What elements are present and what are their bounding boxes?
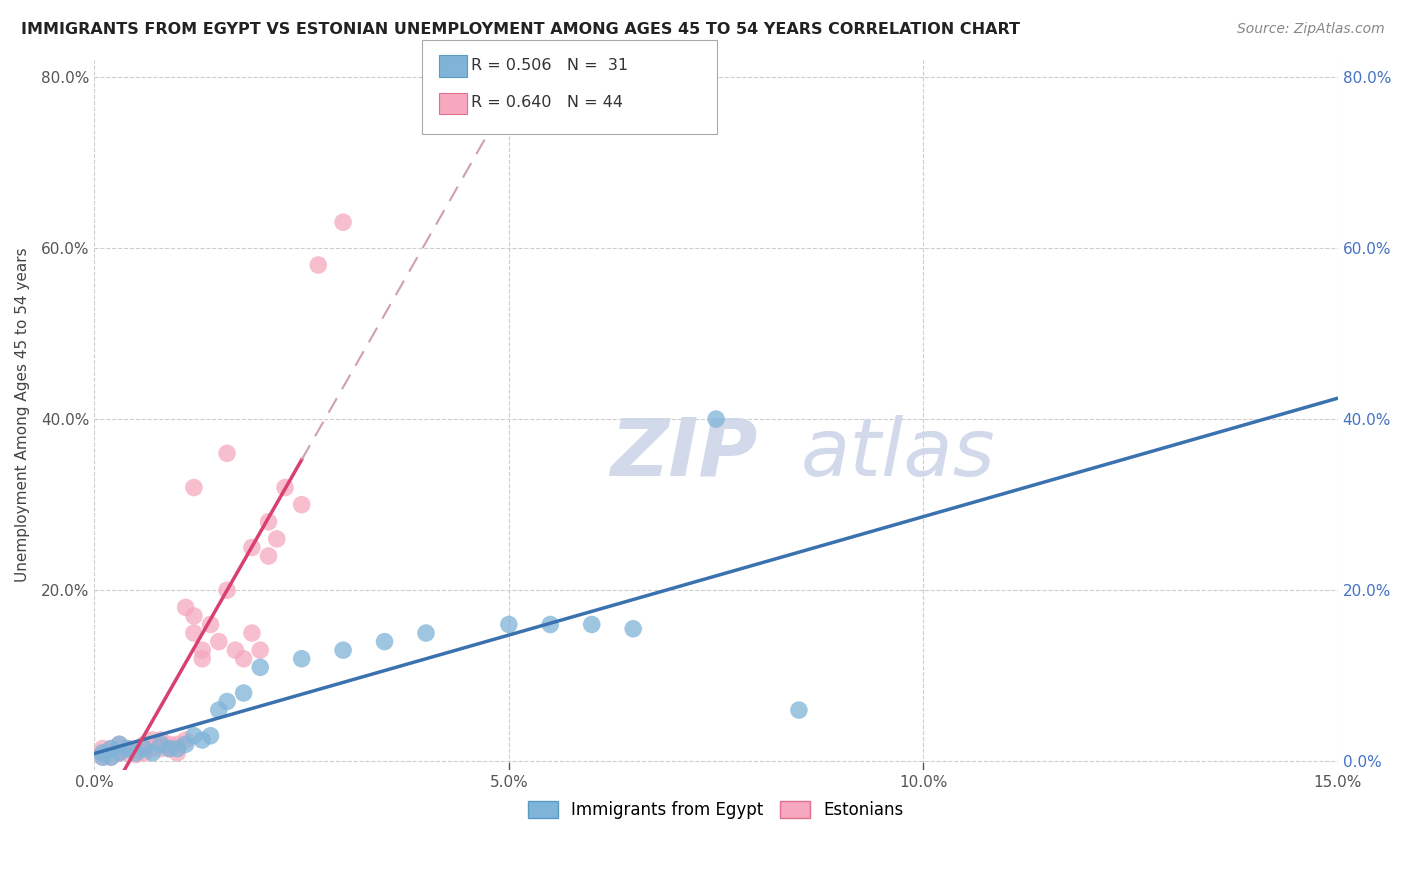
Point: [117, 741, 139, 756]
Point: [117, 741, 139, 756]
Text: R = 0.640   N = 44: R = 0.640 N = 44: [471, 95, 623, 110]
Point: [100, 750, 122, 764]
Point: [787, 703, 810, 717]
Point: [157, 737, 180, 751]
Point: [108, 737, 131, 751]
Point: [108, 746, 131, 760]
Point: [166, 746, 188, 760]
Point: [374, 634, 396, 648]
Point: [100, 741, 122, 756]
Point: [266, 532, 288, 546]
Point: [141, 741, 163, 756]
Point: [538, 617, 561, 632]
Point: [257, 515, 280, 529]
Point: [174, 733, 197, 747]
Point: [183, 729, 205, 743]
Point: [217, 694, 239, 708]
Point: [149, 733, 172, 747]
Point: [91, 746, 114, 760]
Point: [183, 481, 205, 495]
Point: [149, 737, 172, 751]
Text: ZIP: ZIP: [610, 415, 758, 493]
Point: [117, 746, 139, 760]
Point: [100, 750, 122, 764]
Point: [191, 651, 214, 665]
Point: [274, 481, 297, 495]
Point: [581, 617, 603, 632]
Legend: Immigrants from Egypt, Estonians: Immigrants from Egypt, Estonians: [522, 794, 911, 826]
Point: [200, 729, 222, 743]
Point: [291, 651, 314, 665]
Point: [621, 622, 644, 636]
Point: [141, 746, 163, 760]
Point: [157, 741, 180, 756]
Point: [232, 651, 254, 665]
Point: [191, 733, 214, 747]
Text: IMMIGRANTS FROM EGYPT VS ESTONIAN UNEMPLOYMENT AMONG AGES 45 TO 54 YEARS CORRELA: IMMIGRANTS FROM EGYPT VS ESTONIAN UNEMPL…: [21, 22, 1021, 37]
Point: [108, 746, 131, 760]
Point: [208, 634, 231, 648]
Point: [141, 733, 163, 747]
Point: [91, 750, 114, 764]
Point: [498, 617, 520, 632]
Point: [125, 747, 148, 762]
Text: Source: ZipAtlas.com: Source: ZipAtlas.com: [1237, 22, 1385, 37]
Point: [91, 741, 114, 756]
Point: [174, 737, 197, 751]
Point: [232, 686, 254, 700]
Point: [108, 737, 131, 751]
Point: [166, 737, 188, 751]
Point: [208, 703, 231, 717]
Point: [191, 643, 214, 657]
Point: [100, 741, 122, 756]
Point: [166, 741, 188, 756]
Point: [125, 741, 148, 756]
Point: [332, 643, 354, 657]
Y-axis label: Unemployment Among Ages 45 to 54 years: Unemployment Among Ages 45 to 54 years: [15, 247, 30, 582]
Point: [249, 660, 271, 674]
Point: [183, 626, 205, 640]
Point: [240, 541, 263, 555]
Point: [332, 215, 354, 229]
Point: [291, 498, 314, 512]
Point: [91, 746, 114, 760]
Point: [149, 741, 172, 756]
Point: [249, 643, 271, 657]
Point: [307, 258, 329, 272]
Text: atlas: atlas: [800, 415, 995, 493]
Point: [200, 617, 222, 632]
Text: R = 0.506   N =  31: R = 0.506 N = 31: [471, 58, 628, 72]
Point: [183, 609, 205, 624]
Point: [125, 746, 148, 760]
Point: [257, 549, 280, 563]
Point: [134, 741, 156, 756]
Point: [134, 746, 156, 760]
Point: [415, 626, 437, 640]
Point: [134, 737, 156, 751]
Point: [224, 643, 246, 657]
Point: [174, 600, 197, 615]
Point: [217, 583, 239, 598]
Point: [91, 750, 114, 764]
Point: [240, 626, 263, 640]
Point: [157, 741, 180, 756]
Point: [217, 446, 239, 460]
Point: [704, 412, 727, 426]
